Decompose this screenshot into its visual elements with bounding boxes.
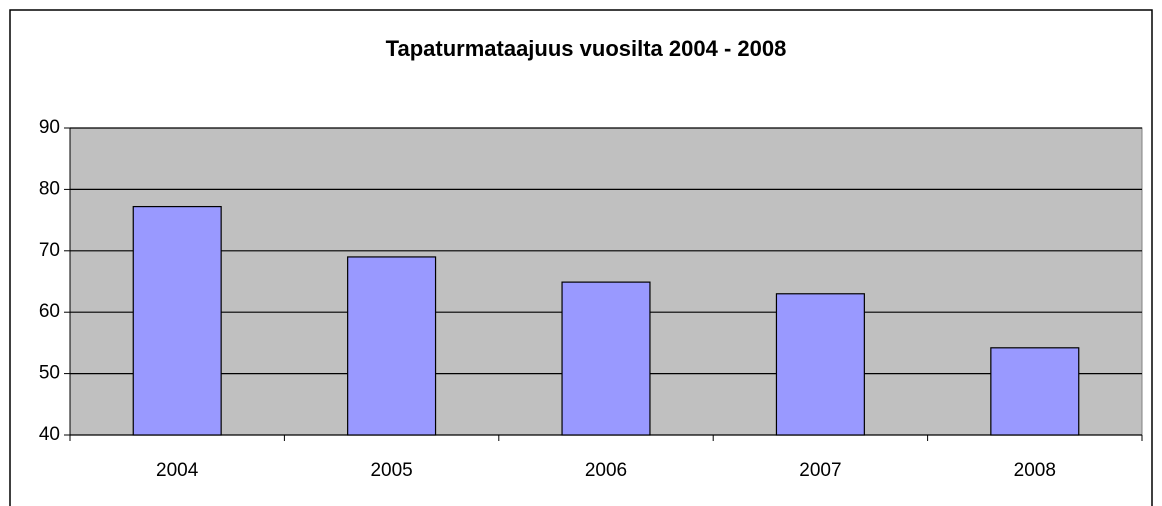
bar [132,205,222,436]
chart-title: Tapaturmataajuus vuosilta 2004 - 2008 [386,36,787,61]
y-tick-label: 50 [39,363,60,384]
bar [775,293,865,436]
y-tick-label: 80 [39,178,60,199]
bar [347,256,437,436]
y-tick-label: 90 [39,117,60,138]
y-tick-label: 60 [39,301,60,322]
x-tick-label: 2005 [370,460,412,481]
bar [990,347,1080,436]
x-tick-label: 2006 [585,460,627,481]
y-tick-label: 40 [39,424,60,445]
x-tick-label: 2004 [156,460,199,481]
bar [561,281,651,436]
x-tick-label: 2008 [1014,460,1056,481]
x-tick-label: 2007 [799,460,841,481]
y-tick-label: 70 [39,240,60,261]
